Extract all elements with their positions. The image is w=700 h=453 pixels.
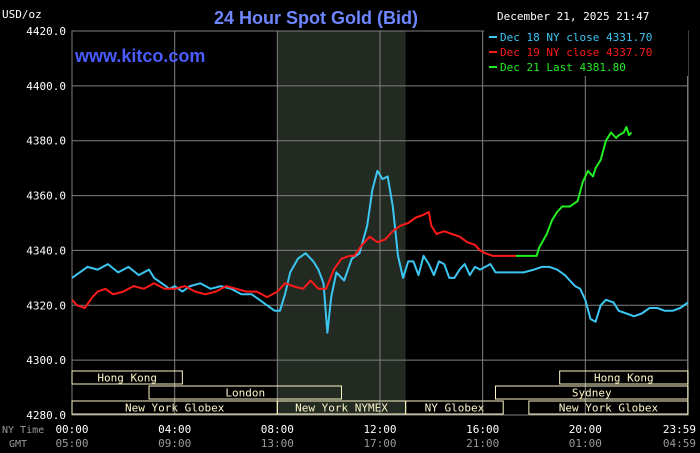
chart-timestamp: December 21, 2025 21:47 — [497, 10, 649, 23]
series-line-2 — [71, 211, 516, 309]
session-band-label: New York Globex — [125, 402, 225, 415]
ny-time-row-label: NY Time — [2, 425, 44, 436]
x-tick-label-ny: 00:00 — [55, 423, 88, 436]
x-tick-label-gmt: 17:00 — [363, 437, 396, 450]
x-tick-label-gmt: 21:00 — [466, 437, 499, 450]
gmt-row-label: GMT — [9, 439, 27, 450]
session-band-label: New York Globex — [559, 402, 659, 415]
y-tick-label: 4280.0 — [26, 409, 66, 422]
x-tick-label-ny: 23:59 — [663, 423, 696, 436]
session-band — [559, 370, 689, 385]
x-tick-label-gmt: 09:00 — [158, 437, 191, 450]
kitco-watermark: www.kitco.com — [74, 46, 205, 66]
x-tick-label-ny: 08:00 — [261, 423, 294, 436]
chart-legend: Dec 18 NY close 4331.70 Dec 19 NY close 4… — [484, 28, 688, 76]
legend-entry: Dec 19 NY close 4337.70 — [500, 46, 652, 59]
session-bands: Hong Kong Hong Kong London Sydney New York G… — [71, 370, 689, 415]
x-tick-label-gmt: 05:00 — [55, 437, 88, 450]
y-tick-labels: 4420.0 4400.0 4380.0 4360.0 4340.0 4320.0 4300… — [26, 25, 66, 422]
grid-lines — [71, 30, 689, 416]
y-tick-label: 4380.0 — [26, 135, 66, 148]
y-tick-label: 4340.0 — [26, 244, 66, 257]
x-tick-label-ny: 16:00 — [466, 423, 499, 436]
legend-entry: Dec 18 NY close 4331.70 — [500, 31, 652, 44]
x-tick-label-gmt: 01:00 — [569, 437, 602, 450]
session-band-label: Hong Kong — [594, 372, 654, 385]
session-band — [71, 370, 183, 385]
series-lines — [71, 126, 689, 334]
session-band-label: New York NYMEX — [295, 402, 388, 415]
x-tick-label-ny: 12:00 — [363, 423, 396, 436]
session-band-label: NY Globex — [425, 402, 485, 415]
legend-entry: Dec 21 Last 4381.80 — [500, 61, 626, 74]
chart-title: 24 Hour Spot Gold (Bid) — [214, 8, 418, 28]
session-band — [148, 385, 342, 400]
y-tick-label: 4400.0 — [26, 80, 66, 93]
x-tick-label-gmt: 04:59 — [663, 437, 696, 450]
x-tick-label-gmt: 13:00 — [261, 437, 294, 450]
legend-background — [484, 28, 688, 76]
x-tick-label-ny: 04:00 — [158, 423, 191, 436]
session-band — [528, 400, 689, 415]
x-tick-label-ny: 20:00 — [569, 423, 602, 436]
y-tick-label: 4320.0 — [26, 299, 66, 312]
session-band-label: London — [225, 387, 265, 400]
session-band-label: Hong Kong — [97, 372, 157, 385]
y-tick-label: 4420.0 — [26, 25, 66, 38]
y-tick-label: 4360.0 — [26, 190, 66, 203]
series-line-1 — [71, 169, 689, 334]
y-axis-label: USD/oz — [2, 8, 42, 21]
session-band-label: Sydney — [572, 387, 612, 400]
plot-border — [71, 30, 689, 416]
y-tick-label: 4300.0 — [26, 354, 66, 367]
series-line-3 — [516, 126, 633, 257]
session-band — [405, 400, 504, 415]
nymex-session-highlight — [277, 31, 406, 415]
session-band — [495, 385, 689, 400]
